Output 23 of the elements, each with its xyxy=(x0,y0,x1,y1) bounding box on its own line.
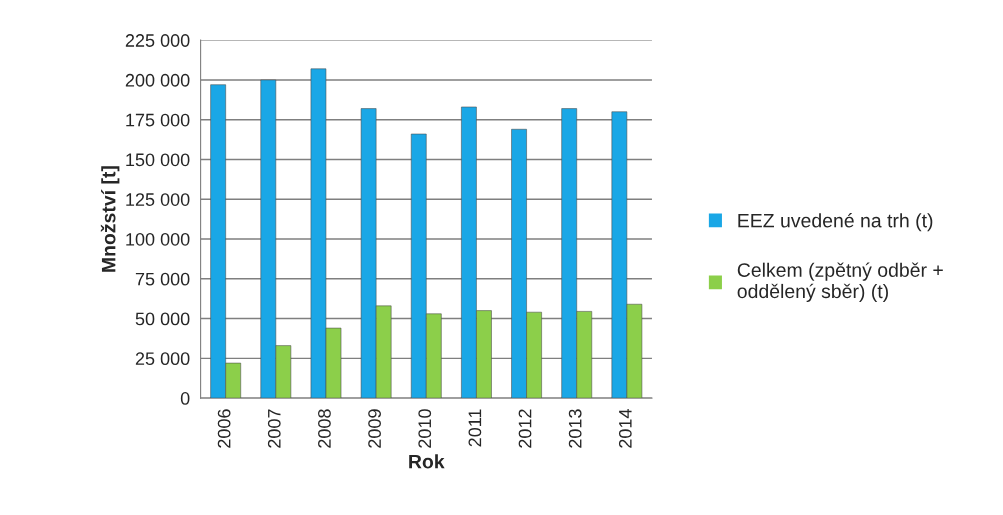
x-tick-label: 2013 xyxy=(568,409,582,448)
y-tick-label: 50 000 xyxy=(135,312,190,326)
x-tick-label: 2014 xyxy=(618,409,632,448)
x-tick-label: 2010 xyxy=(418,409,432,448)
y-tick-label: 175 000 xyxy=(126,113,190,127)
x-tick-label: 2007 xyxy=(267,409,281,448)
y-tick-label: 100 000 xyxy=(126,232,190,246)
x-tick-label: 2008 xyxy=(318,409,331,448)
legend-label: Celkem (zpětný odběr + oddělený sběr) (t) xyxy=(737,262,943,303)
y-tick-label: 75 000 xyxy=(135,272,190,286)
legend-label: EEZ uvedené na trh (t) xyxy=(738,212,933,232)
y-tick-label: 25 000 xyxy=(135,352,190,366)
y-tick-label: 125 000 xyxy=(126,193,190,206)
y-tick-label: 225 000 xyxy=(125,34,190,47)
y-tick-label: 0 xyxy=(180,392,190,405)
x-tick-label: 2009 xyxy=(368,409,381,448)
x-tick-label: 2011 xyxy=(468,409,482,447)
x-tick-label: 2012 xyxy=(518,409,532,448)
y-axis-title: Množství [t] xyxy=(100,166,120,272)
y-tick-label: 150 000 xyxy=(126,153,190,167)
y-tick-label: 200 000 xyxy=(125,73,190,87)
x-axis-title: Rok xyxy=(409,454,445,469)
x-tick-label: 2006 xyxy=(217,409,231,448)
